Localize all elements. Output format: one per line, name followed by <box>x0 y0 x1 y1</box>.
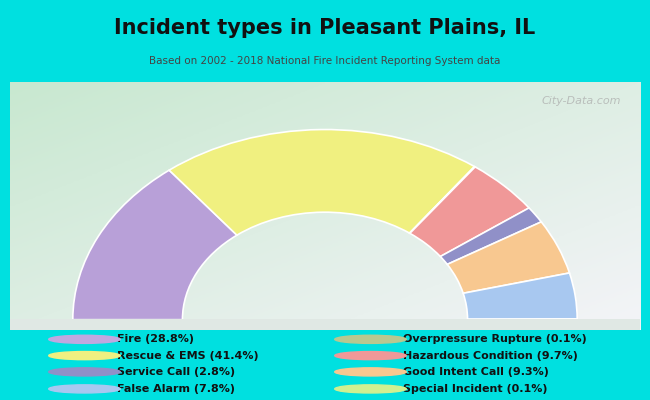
Circle shape <box>49 385 120 393</box>
Text: City-Data.com: City-Data.com <box>541 96 621 106</box>
Wedge shape <box>463 273 577 319</box>
Text: Based on 2002 - 2018 National Fire Incident Reporting System data: Based on 2002 - 2018 National Fire Incid… <box>150 56 500 66</box>
Circle shape <box>335 335 406 343</box>
Text: Hazardous Condition (9.7%): Hazardous Condition (9.7%) <box>403 350 578 361</box>
Text: Fire (28.8%): Fire (28.8%) <box>117 334 194 344</box>
Circle shape <box>335 352 406 360</box>
Bar <box>10 320 640 331</box>
Circle shape <box>335 385 406 393</box>
Text: Special Incident (0.1%): Special Incident (0.1%) <box>403 384 547 394</box>
Circle shape <box>335 368 406 376</box>
Text: Good Intent Call (9.3%): Good Intent Call (9.3%) <box>403 367 549 377</box>
Circle shape <box>49 352 120 360</box>
Text: Service Call (2.8%): Service Call (2.8%) <box>117 367 235 377</box>
Wedge shape <box>467 319 577 320</box>
Wedge shape <box>410 166 475 233</box>
Wedge shape <box>447 222 569 293</box>
Wedge shape <box>440 208 541 264</box>
Circle shape <box>49 368 120 376</box>
Text: Incident types in Pleasant Plains, IL: Incident types in Pleasant Plains, IL <box>114 18 536 38</box>
Wedge shape <box>410 167 529 256</box>
Text: False Alarm (7.8%): False Alarm (7.8%) <box>117 384 235 394</box>
Text: Rescue & EMS (41.4%): Rescue & EMS (41.4%) <box>117 350 259 361</box>
Wedge shape <box>73 170 237 320</box>
Circle shape <box>49 335 120 343</box>
Wedge shape <box>169 130 474 235</box>
Text: Overpressure Rupture (0.1%): Overpressure Rupture (0.1%) <box>403 334 587 344</box>
